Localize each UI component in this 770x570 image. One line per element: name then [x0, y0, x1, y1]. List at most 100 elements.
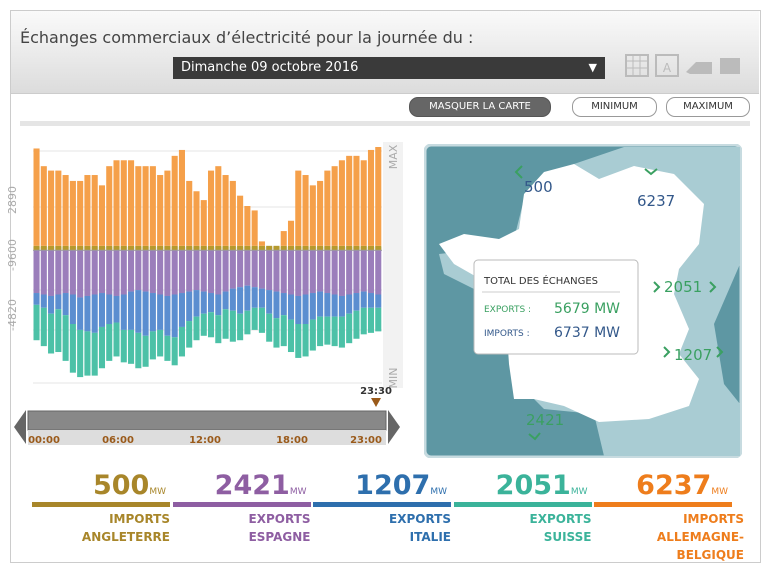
- hide-map-button[interactable]: MASQUER LA CARTE: [409, 97, 551, 117]
- bar-segment: [295, 170, 302, 246]
- bar-segment: [178, 293, 185, 327]
- slider-right: [388, 410, 400, 444]
- bar-segment: [258, 250, 265, 289]
- bar-segment: [229, 288, 236, 311]
- bar-segment: [48, 295, 55, 314]
- bar-segment: [33, 304, 40, 341]
- bar-segment: [193, 250, 200, 291]
- bar-segment: [186, 180, 193, 246]
- summary-bar: [172, 502, 311, 507]
- bar-segment: [40, 294, 47, 308]
- bar-segment: [251, 287, 258, 308]
- mail-icon[interactable]: [686, 62, 712, 74]
- time-label: 12:00: [189, 435, 221, 446]
- bar-segment: [157, 245, 164, 251]
- bar-segment: [164, 245, 171, 251]
- flow-label: 2051: [664, 278, 702, 296]
- bar-segment: [113, 250, 120, 296]
- header: [11, 11, 759, 94]
- bar-segment: [128, 250, 135, 292]
- bar-segment: [353, 250, 360, 294]
- bar-segment: [208, 312, 215, 338]
- bar-segment: [331, 245, 338, 251]
- bar-segment: [295, 295, 302, 324]
- bar-segment: [91, 294, 98, 333]
- bar-segment: [69, 324, 76, 373]
- bar-segment: [171, 250, 178, 295]
- print-icon[interactable]: [720, 58, 740, 74]
- bar-segment: [186, 245, 193, 251]
- bar-segment: [62, 245, 69, 251]
- summary-bar: [594, 502, 732, 507]
- bar-segment: [135, 166, 142, 246]
- bar-segment: [186, 250, 193, 292]
- bar-segment: [77, 297, 84, 330]
- bar-segment: [128, 245, 135, 251]
- bar-segment: [193, 245, 200, 251]
- bar-segment: [309, 245, 316, 251]
- bar-segment: [237, 287, 244, 314]
- maximum-button[interactable]: MAXIMUM: [666, 97, 750, 117]
- minimum-button[interactable]: MINIMUM: [572, 97, 657, 117]
- bar-segment: [273, 245, 280, 251]
- summary-bar: [32, 502, 170, 507]
- export-icon[interactable]: [655, 54, 679, 77]
- bar-segment: [258, 245, 265, 251]
- summary-kind: IMPORTS: [109, 512, 170, 526]
- bar-segment: [84, 331, 91, 376]
- totals-value: 5679 MW: [554, 301, 620, 317]
- time-label: 18:00: [276, 435, 308, 446]
- date-select[interactable]: Dimanche 09 octobre 2016 ▼: [173, 57, 605, 79]
- bar-segment: [208, 250, 215, 294]
- bar-segment: [91, 250, 98, 295]
- bar-segment: [55, 294, 62, 310]
- bar-segment: [178, 149, 185, 246]
- bar-segment: [91, 332, 98, 376]
- bar-segment: [295, 324, 302, 358]
- arrows: [514, 165, 724, 441]
- summary-value: 500MW: [92, 470, 166, 501]
- bar-segment: [367, 149, 375, 246]
- bar-segment: [346, 245, 353, 251]
- bar-segment: [106, 294, 113, 324]
- bar-segment: [128, 291, 135, 330]
- summary-value: 2421MW: [214, 470, 307, 501]
- bar-segment: [98, 245, 106, 251]
- summary-item: 6237MW IMPORTS ALLEMAGNE-BELGIQUE: [594, 470, 744, 564]
- slider-left: [14, 410, 26, 444]
- bar-segment: [229, 310, 236, 342]
- bar-segment: [266, 290, 273, 314]
- bar-segment: [215, 250, 222, 295]
- bar-segment: [331, 250, 338, 295]
- unit: MW: [570, 487, 588, 497]
- bar-segment: [149, 166, 156, 246]
- bar-segment: [317, 245, 324, 251]
- flow-label: 6237: [637, 192, 675, 210]
- bar-segment: [33, 250, 40, 294]
- bar-segment: [237, 245, 244, 251]
- bar-segment: [324, 316, 331, 345]
- bar-segment: [353, 155, 360, 246]
- bar-segment: [164, 170, 171, 246]
- bar-segment: [266, 250, 273, 291]
- bar-segment: [237, 313, 244, 341]
- bar-segment: [120, 294, 127, 330]
- bar-segment: [258, 288, 265, 308]
- bar-segment: [128, 160, 135, 246]
- summary-country: ALLEMAGNE-BELGIQUE: [656, 530, 744, 562]
- summary-value: 6237MW: [636, 470, 728, 501]
- bar-segment: [331, 316, 338, 347]
- bar-segment: [40, 307, 47, 347]
- bar-segment: [33, 293, 40, 305]
- bar-segment: [77, 180, 84, 246]
- bar-segment: [113, 160, 120, 246]
- bar-segment: [229, 245, 236, 251]
- bar-segment: [338, 250, 345, 296]
- axis-label: MAX: [387, 144, 400, 169]
- bar-segment: [346, 155, 353, 246]
- summary-kind: EXPORTS: [529, 512, 592, 526]
- calendar-icon[interactable]: [625, 54, 649, 77]
- unit: MW: [711, 487, 728, 497]
- bar-segment: [62, 293, 69, 316]
- bar-segment: [338, 295, 345, 317]
